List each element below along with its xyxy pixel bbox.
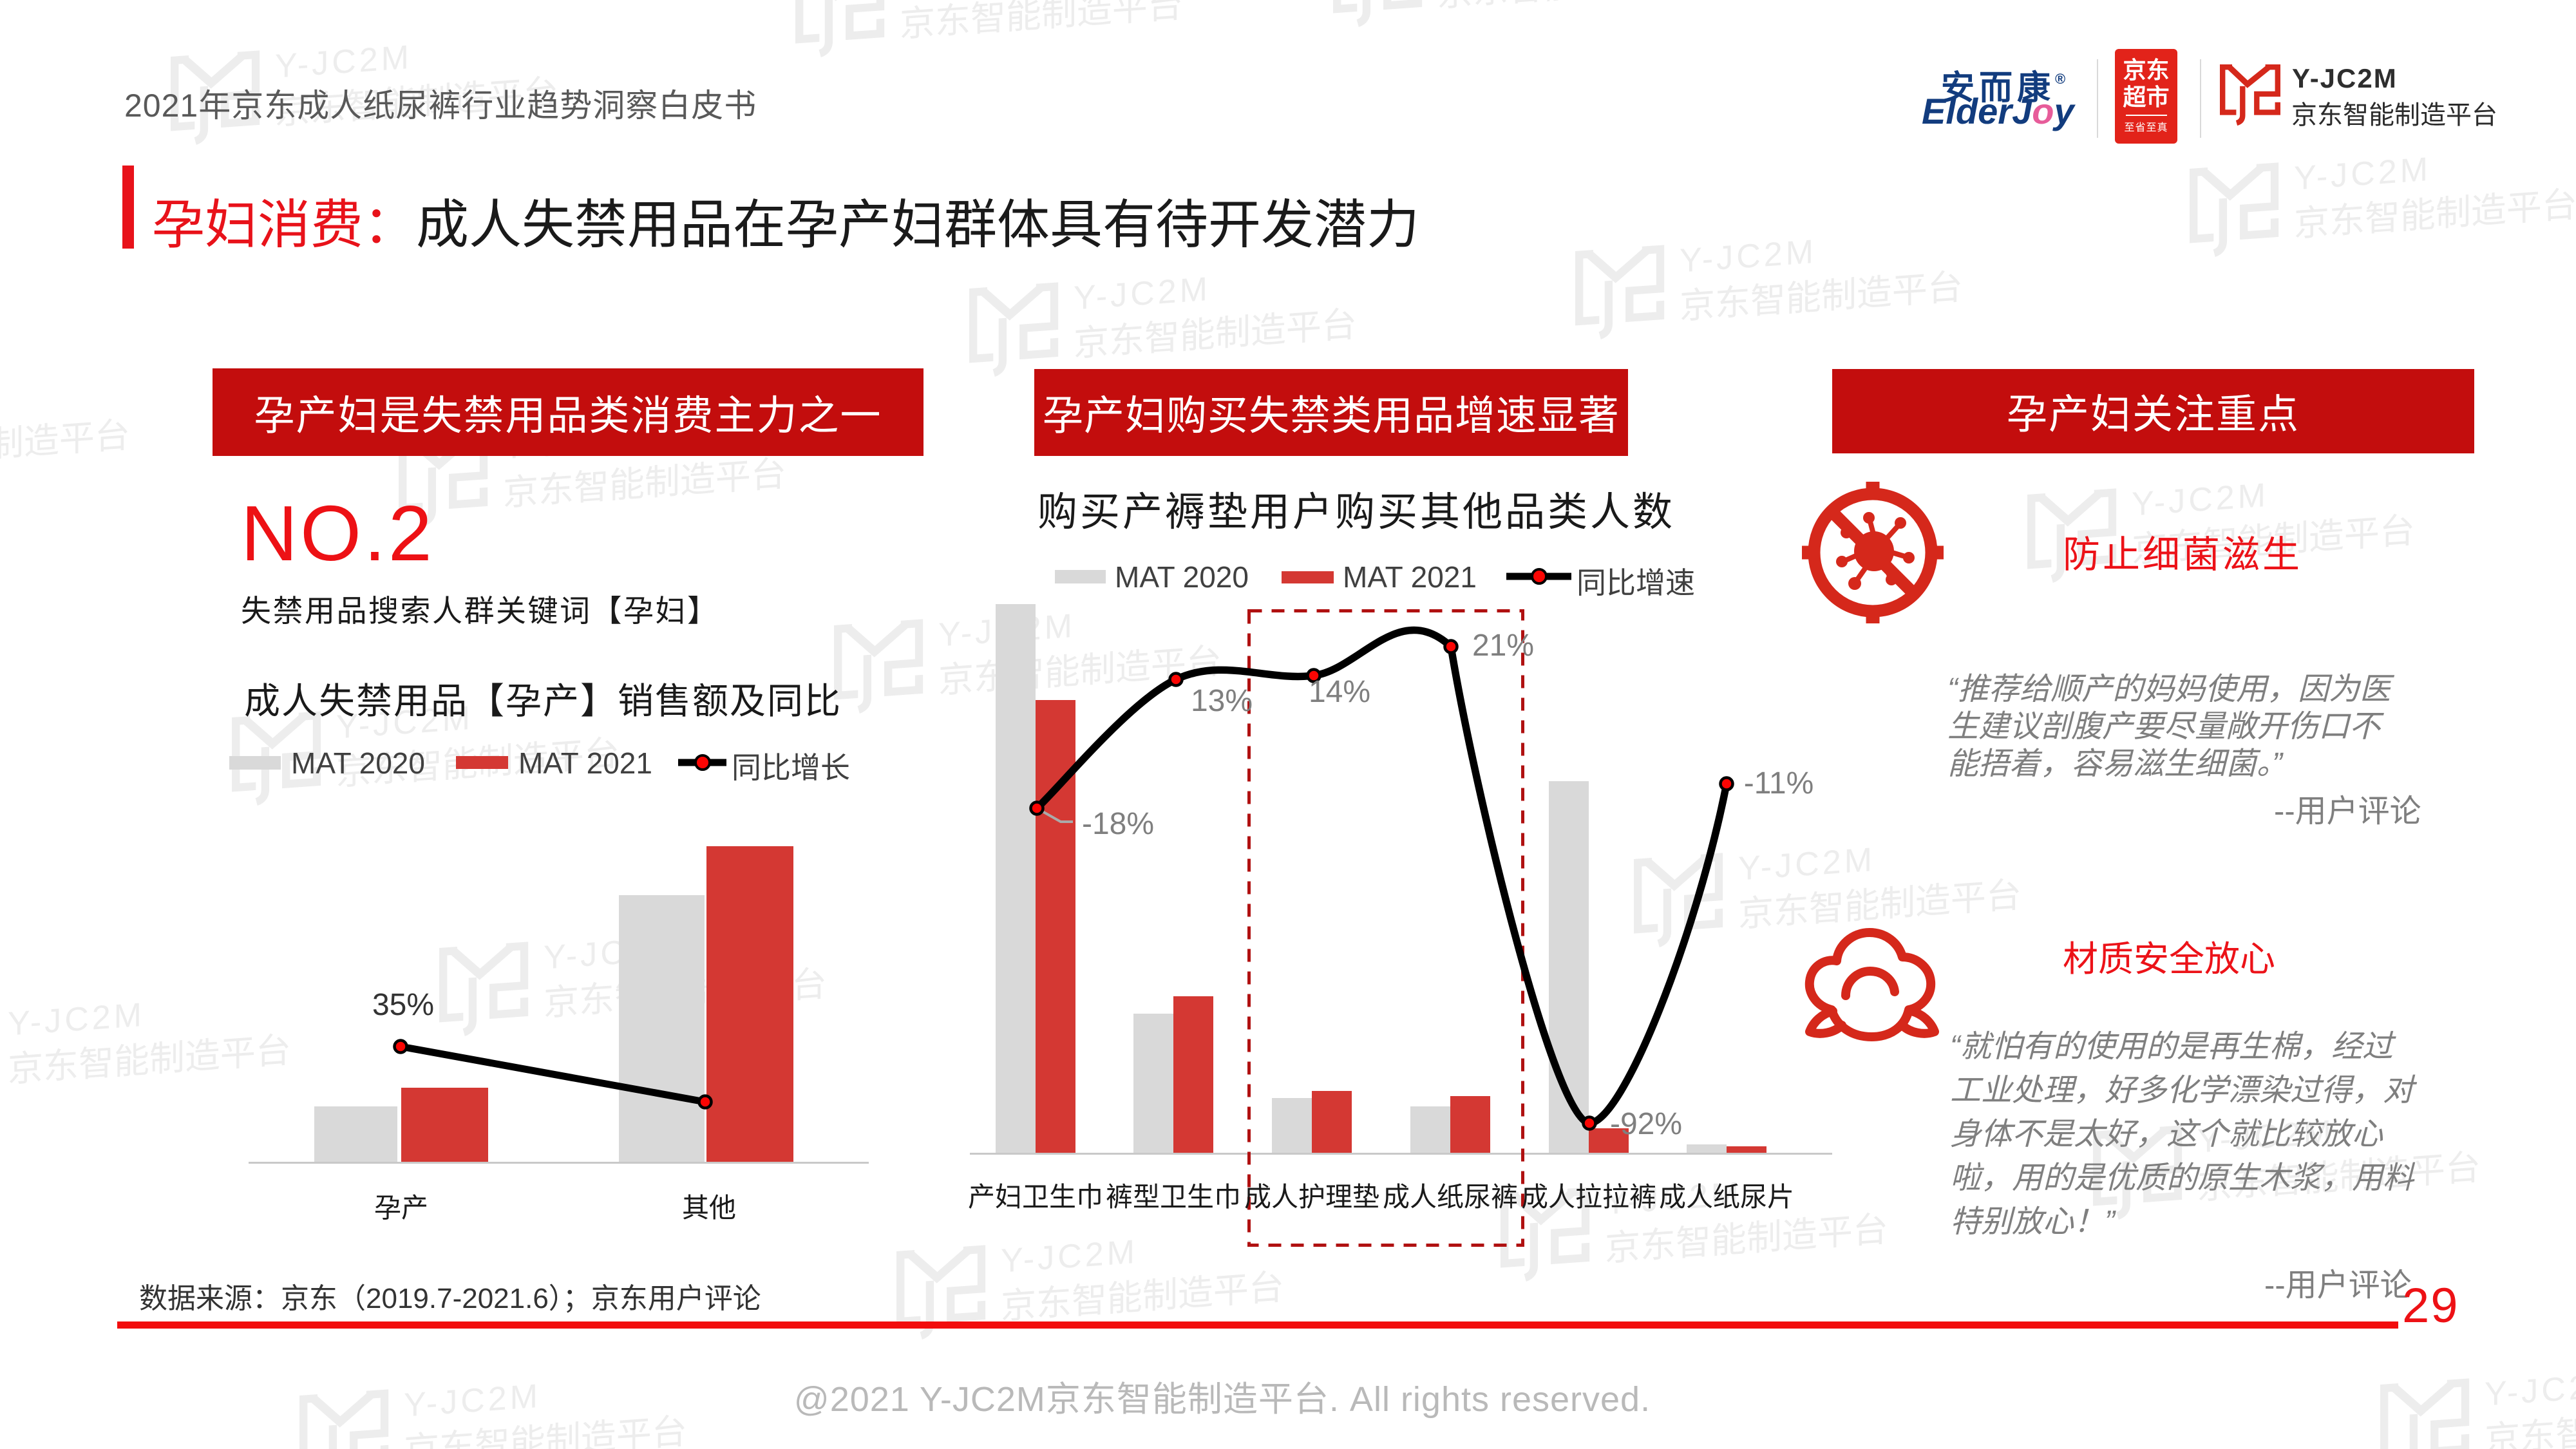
svg-text:京东智能制造平台: 京东智能制造平台 (1437, 0, 1721, 14)
svg-text:京东智能制造平台: 京东智能制造平台 (900, 0, 1183, 44)
svg-text:Y-JC2M: Y-JC2M (275, 39, 412, 86)
svg-text:Y-JC2M: Y-JC2M (8, 996, 145, 1043)
svg-text:Y-JC2M: Y-JC2M (2485, 1367, 2576, 1414)
svg-text:Y-JC2M: Y-JC2M (1680, 233, 1817, 280)
svg-text:Y-JC2M: Y-JC2M (2132, 477, 2269, 524)
svg-text:京东智能制造平台: 京东智能制造平台 (0, 415, 130, 475)
svg-text:Y-JC2M: Y-JC2M (2294, 151, 2431, 198)
svg-text:Y-JC2M: Y-JC2M (1074, 270, 1211, 317)
